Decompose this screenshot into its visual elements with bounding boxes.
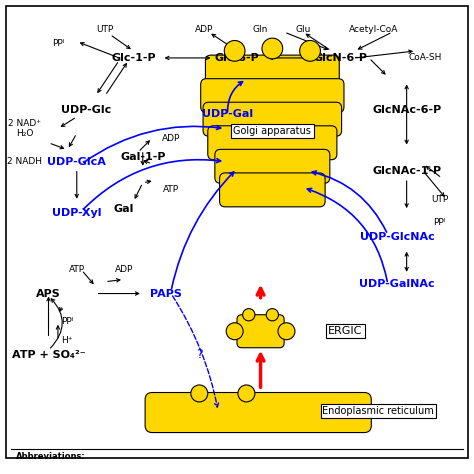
Text: ?: ?	[196, 348, 202, 361]
Text: UTP: UTP	[96, 25, 114, 34]
Text: UDP-GlcA: UDP-GlcA	[47, 156, 106, 166]
Text: GlcNAc-6-P: GlcNAc-6-P	[372, 105, 441, 115]
Text: UDP-Xyl: UDP-Xyl	[52, 209, 101, 219]
Text: Golgi apparatus: Golgi apparatus	[233, 126, 311, 136]
Text: Gln: Gln	[253, 25, 268, 34]
Circle shape	[238, 385, 255, 402]
Text: Gal-1-P: Gal-1-P	[120, 152, 165, 162]
Circle shape	[300, 40, 320, 61]
Text: Acetyl-CoA: Acetyl-CoA	[349, 25, 398, 34]
FancyBboxPatch shape	[215, 149, 330, 183]
Text: UDP-GlcNAc: UDP-GlcNAc	[360, 232, 435, 242]
FancyBboxPatch shape	[203, 102, 342, 136]
Circle shape	[243, 309, 255, 321]
Text: UTP: UTP	[431, 195, 448, 204]
Text: UDP-Glc: UDP-Glc	[61, 105, 111, 115]
Text: Glc-6-P: Glc-6-P	[215, 53, 259, 63]
Circle shape	[262, 38, 283, 59]
FancyBboxPatch shape	[208, 126, 337, 160]
Text: ATP + SO₄²⁻: ATP + SO₄²⁻	[12, 350, 85, 360]
Circle shape	[266, 309, 278, 321]
Text: UDP-Gal: UDP-Gal	[202, 109, 253, 119]
FancyBboxPatch shape	[201, 79, 344, 113]
Text: PAPS: PAPS	[150, 289, 182, 299]
Text: PPᴵ: PPᴵ	[61, 317, 73, 326]
Circle shape	[191, 385, 208, 402]
Text: ADP: ADP	[162, 134, 180, 143]
Circle shape	[226, 323, 243, 340]
Text: H⁺: H⁺	[62, 336, 73, 345]
Text: ADP: ADP	[195, 25, 213, 34]
Text: ATP: ATP	[163, 185, 179, 194]
Text: APS: APS	[36, 289, 61, 299]
Text: PPᴵ: PPᴵ	[52, 39, 64, 48]
Text: Abbreviations:: Abbreviations:	[16, 452, 85, 461]
Text: ATP: ATP	[69, 265, 85, 274]
Text: Glu: Glu	[295, 25, 310, 34]
Text: Gal: Gal	[114, 204, 134, 214]
Text: PPᴵ: PPᴵ	[433, 219, 446, 228]
Text: Golgi apparatus: Golgi apparatus	[233, 126, 311, 136]
Text: 2 NADH: 2 NADH	[8, 157, 43, 166]
Text: ADP: ADP	[115, 265, 133, 274]
Circle shape	[278, 323, 295, 340]
FancyBboxPatch shape	[219, 173, 325, 207]
FancyBboxPatch shape	[237, 315, 284, 348]
Text: GlcNAc-1-P: GlcNAc-1-P	[372, 166, 441, 176]
Text: UDP-GalNAc: UDP-GalNAc	[359, 279, 435, 289]
Text: CoA-SH: CoA-SH	[409, 54, 442, 63]
Circle shape	[224, 40, 245, 61]
Text: 2 NAD⁺
H₂O: 2 NAD⁺ H₂O	[9, 119, 41, 138]
FancyBboxPatch shape	[145, 392, 371, 433]
Text: Glc-1-P: Glc-1-P	[111, 53, 155, 63]
FancyBboxPatch shape	[205, 55, 339, 89]
Text: GlcN-6-P: GlcN-6-P	[314, 53, 368, 63]
Text: Endoplasmic reticulum: Endoplasmic reticulum	[322, 406, 434, 416]
Text: ERGIC: ERGIC	[328, 326, 363, 336]
